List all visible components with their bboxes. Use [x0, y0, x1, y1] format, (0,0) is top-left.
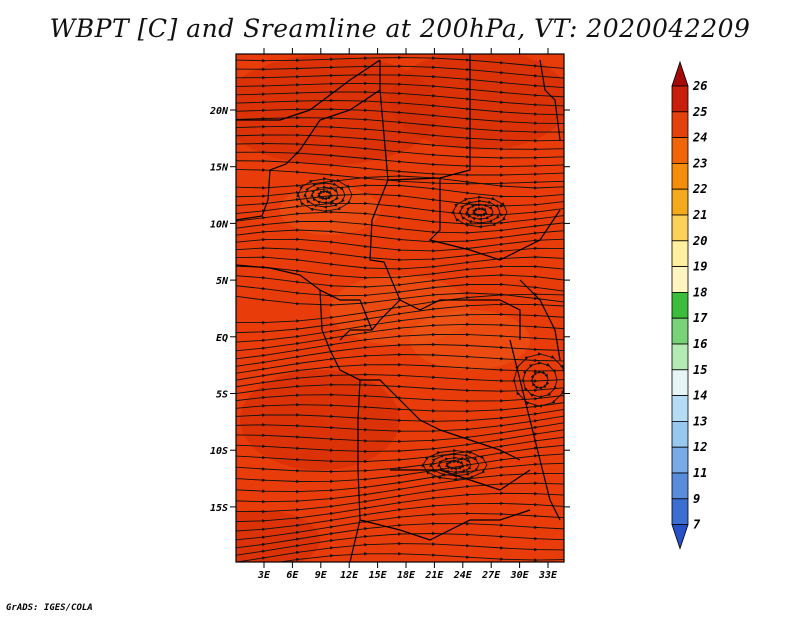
streamline [261, 551, 564, 562]
lat-label: 15S [210, 503, 228, 514]
colorbar-segment [671, 446, 689, 474]
colorbar-label: 17 [693, 311, 708, 325]
lon-label: 24E [453, 570, 473, 581]
colorbar-segment [671, 240, 689, 268]
streamline [296, 177, 353, 213]
lon-label: 9E [315, 570, 328, 581]
colorbar-bottom-arrow [671, 524, 689, 550]
streamline [236, 55, 564, 69]
latitude-axis: 20N 15N 10N 5N EQ 5S 10S 15S [209, 106, 570, 514]
lon-label: 30E [510, 570, 530, 581]
streamline [451, 195, 508, 229]
colorbar-label: 18 [693, 285, 707, 299]
colorbar: 26 25 24 23 22 21 20 19 18 17 16 15 14 13 12 11 9 7 [671, 60, 708, 550]
lat-label: 10N [210, 219, 229, 230]
colorbar-segment [671, 266, 689, 293]
colorbar-label: 7 [693, 518, 701, 532]
lat-label: 15N [210, 163, 229, 174]
colorbar-label: 12 [693, 440, 707, 454]
colorbar-label: 16 [693, 337, 707, 351]
colorbar-label: 24 [692, 131, 707, 145]
lon-label: 33E [538, 570, 558, 581]
lon-label: 15E [369, 570, 388, 581]
streamline [421, 448, 488, 482]
colorbar-segment [671, 111, 689, 139]
lon-label: 3E [257, 570, 271, 581]
colorbar-top-arrow [671, 60, 689, 87]
lat-label: EQ [216, 333, 228, 344]
colorbar-segment [671, 85, 689, 113]
streamlines [236, 55, 564, 562]
country-borders [236, 54, 561, 562]
longitude-axis: 3E 6E 9E 12E 15E 18E 21E 24E 27E 30E 33E [257, 48, 558, 581]
lat-label: 20N [209, 106, 229, 117]
streamline [512, 352, 564, 408]
colorbar-label: 22 [692, 182, 707, 196]
colorbar-label: 9 [693, 492, 700, 506]
lat-label: 10S [210, 446, 228, 457]
colorbar-label: 19 [693, 260, 707, 274]
colorbar-label: 13 [693, 414, 707, 428]
lon-label: 18E [397, 570, 416, 581]
colorbar-segment [671, 420, 689, 448]
colorbar-label: 20 [692, 234, 707, 248]
lon-label: 27E [481, 570, 501, 581]
colorbar-label: 23 [692, 156, 707, 170]
colorbar-segment [671, 214, 689, 242]
map-title: WBPT [C] and Sreamline at 200hPa, VT: 20… [49, 14, 751, 43]
colorbar-segment [671, 162, 689, 190]
lat-label: 5N [216, 276, 229, 287]
colorbar-segment [671, 291, 689, 319]
colorbar-label: 14 [693, 389, 707, 403]
colorbar-segment [671, 395, 689, 422]
grads-credit: GrADS: IGES/COLA [6, 603, 93, 613]
colorbar-segment [671, 137, 689, 164]
map-frame [235, 53, 565, 563]
lat-label: 5S [216, 390, 228, 401]
colorbar-label: 15 [693, 363, 707, 377]
colorbar-label: 11 [693, 466, 707, 480]
colorbar-segment [671, 369, 689, 396]
lon-label: 6E [286, 570, 299, 581]
lon-label: 12E [340, 570, 359, 581]
colorbar-segment [671, 343, 689, 371]
colorbar-segment [671, 188, 689, 216]
colorbar-segment [671, 472, 689, 500]
colorbar-label: 21 [692, 208, 707, 222]
lon-label: 21E [424, 570, 444, 581]
streamline [236, 402, 564, 414]
colorbar-segment [671, 317, 689, 345]
colorbar-label: 25 [692, 105, 707, 119]
colorbar-label: 26 [692, 79, 707, 93]
colorbar-segment [671, 498, 689, 525]
